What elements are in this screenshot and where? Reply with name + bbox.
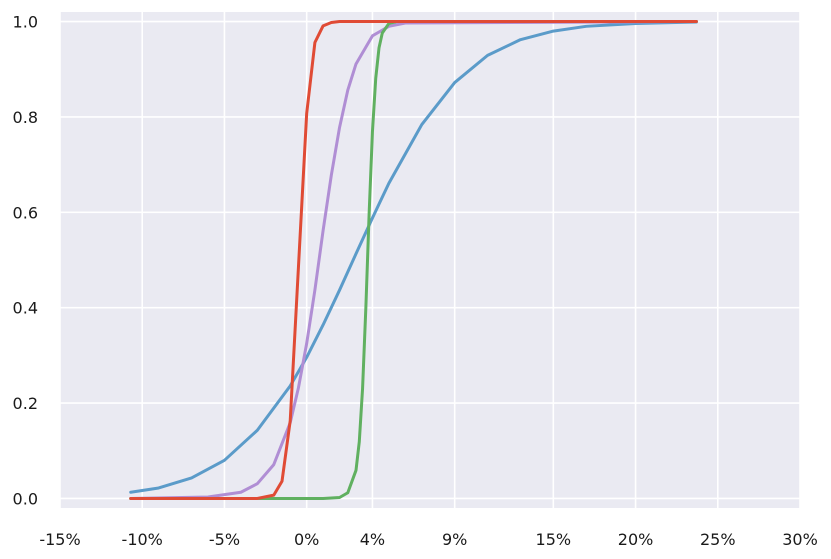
x-tick-label: 9%: [442, 530, 467, 549]
x-tick-label: -5%: [209, 530, 240, 549]
y-tick-label: 0.0: [13, 489, 38, 508]
x-tick-label: 4%: [360, 530, 385, 549]
y-axis: 0.0 0.2 0.4 0.6 0.8 1.0: [13, 13, 38, 509]
series-line-1: [129, 20, 698, 494]
y-tick-label: 0.2: [13, 394, 38, 413]
x-tick-label: -10%: [122, 530, 163, 549]
x-tick-label: 25%: [700, 530, 736, 549]
series-line-3: [129, 20, 698, 500]
x-tick-label: 20%: [618, 530, 654, 549]
series-line-4: [129, 20, 698, 500]
y-tick-label: 1.0: [13, 13, 38, 32]
series-line-2: [129, 20, 698, 500]
x-axis: -15% -10% -5% 0% 4% 9% 15% 20% 25% 30%: [39, 530, 817, 549]
series-group: [129, 20, 698, 500]
y-tick-label: 0.6: [13, 203, 38, 222]
x-tick-label: 30%: [782, 530, 818, 549]
y-tick-label: 0.4: [13, 299, 38, 318]
x-tick-label: 15%: [536, 530, 572, 549]
plot-area: [60, 12, 800, 508]
x-tick-label: 0%: [294, 530, 319, 549]
x-tick-label: -15%: [39, 530, 80, 549]
y-tick-label: 0.8: [13, 108, 38, 127]
